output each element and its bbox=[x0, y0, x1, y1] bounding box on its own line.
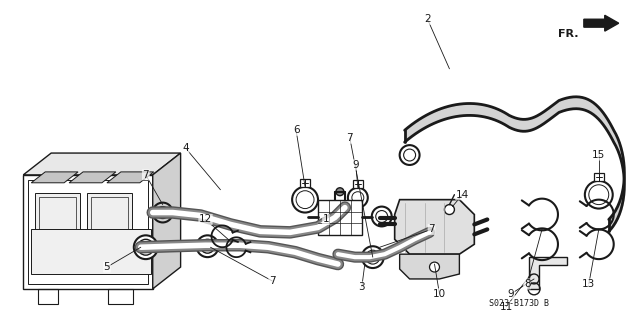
Text: 6: 6 bbox=[292, 125, 300, 135]
Text: 3: 3 bbox=[358, 282, 365, 292]
Text: 7: 7 bbox=[143, 170, 149, 180]
Bar bbox=[300, 179, 310, 187]
Circle shape bbox=[362, 246, 384, 268]
Polygon shape bbox=[31, 172, 78, 183]
Bar bbox=[594, 173, 604, 181]
Circle shape bbox=[399, 145, 420, 165]
Polygon shape bbox=[23, 153, 180, 175]
Text: 2: 2 bbox=[424, 14, 431, 24]
Bar bbox=[87, 193, 132, 234]
Text: 12: 12 bbox=[199, 214, 212, 225]
Polygon shape bbox=[529, 257, 567, 289]
Circle shape bbox=[372, 207, 392, 226]
Bar bbox=[91, 197, 128, 230]
Text: 8: 8 bbox=[524, 279, 531, 289]
Circle shape bbox=[196, 235, 218, 257]
Bar bbox=[39, 197, 76, 230]
Text: 7: 7 bbox=[346, 133, 353, 143]
Polygon shape bbox=[395, 200, 474, 254]
Polygon shape bbox=[153, 153, 180, 289]
Polygon shape bbox=[107, 172, 154, 183]
Circle shape bbox=[429, 262, 440, 272]
Polygon shape bbox=[399, 254, 460, 279]
Text: 7: 7 bbox=[269, 276, 276, 286]
Circle shape bbox=[336, 188, 344, 196]
FancyArrow shape bbox=[584, 15, 619, 31]
Text: 11: 11 bbox=[500, 302, 513, 312]
Text: 4: 4 bbox=[182, 143, 189, 153]
Text: FR.: FR. bbox=[558, 29, 579, 39]
Text: 14: 14 bbox=[456, 190, 469, 200]
Bar bbox=[35, 193, 80, 234]
Polygon shape bbox=[23, 175, 153, 289]
Bar bbox=[31, 229, 151, 274]
Text: 9: 9 bbox=[353, 160, 359, 170]
Text: 5: 5 bbox=[104, 262, 110, 272]
Text: 9: 9 bbox=[508, 289, 515, 299]
Text: S023-B173D B: S023-B173D B bbox=[489, 299, 549, 308]
Text: 13: 13 bbox=[582, 279, 595, 289]
Bar bbox=[353, 180, 363, 188]
Text: 10: 10 bbox=[433, 289, 446, 299]
Text: 7: 7 bbox=[428, 224, 435, 234]
Text: 15: 15 bbox=[592, 150, 605, 160]
Circle shape bbox=[444, 204, 454, 214]
Polygon shape bbox=[69, 172, 116, 183]
Bar bbox=[318, 200, 362, 235]
Text: 1: 1 bbox=[323, 214, 330, 225]
Circle shape bbox=[134, 235, 157, 259]
